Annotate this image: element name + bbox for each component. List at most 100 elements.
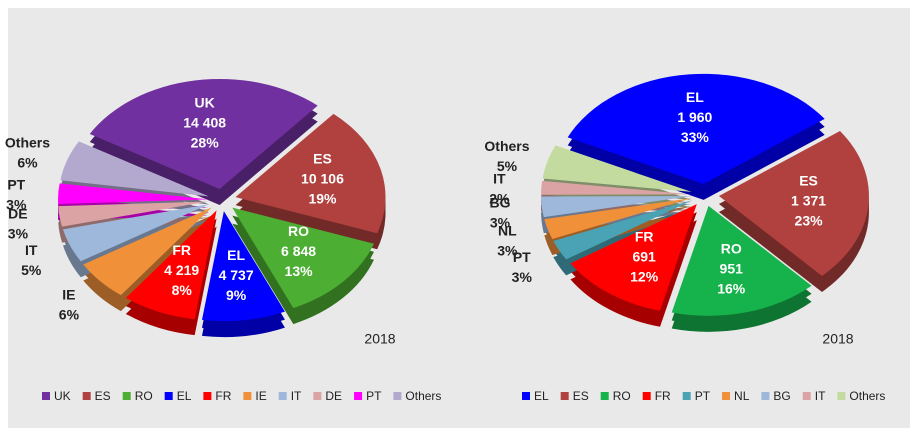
legend-swatch [837,392,846,400]
slice-label: 5% [21,262,42,278]
slice-label: 19% [308,191,337,207]
slice-label: 8% [172,282,193,298]
legend-label: RO [135,389,153,403]
slice [201,211,285,322]
slice [718,131,869,276]
legend-label: Others [849,389,885,403]
slice [544,198,692,240]
slice [541,196,692,218]
slice-label: PT [513,249,531,265]
legend-label: DE [325,389,342,403]
legend-swatch [82,392,91,400]
slice-label: NL [498,223,517,239]
slice-label: 33% [681,129,710,145]
legend-label: FR [655,389,671,403]
slice-label: 3% [6,197,27,213]
slice-label: 6 848 [281,243,316,259]
legend-swatch [122,392,131,400]
slice-label: 3% [8,225,29,241]
slice-label: 1 960 [677,109,712,125]
legend-label: EL [534,389,549,403]
slice-label: 6% [17,155,38,171]
slice-label: 23% [795,213,824,229]
slice-label: IT [25,242,38,258]
slice [232,207,374,309]
slice-label: FR [172,242,191,258]
slice-label: 2% [489,191,510,207]
legend-label: ES [95,389,111,403]
slice-label: IE [62,286,75,302]
slice-label: 951 [720,260,744,276]
slice-label: 13% [285,263,314,279]
slice [125,210,217,320]
slice-label: 14 408 [183,115,226,131]
slice-label: 3% [490,215,511,231]
legend-label: IT [291,389,302,403]
slice-label: Others [484,138,529,154]
slice-label: 9% [226,287,247,303]
slice-label: 4 219 [164,262,199,278]
slice [58,183,209,205]
legend-swatch [761,392,770,400]
legend-swatch [243,392,252,400]
slice-label: RO [721,240,742,256]
slice [235,113,386,234]
legend-label: IE [255,389,266,403]
slice-label: 28% [191,135,220,151]
year-label: 2018 [822,331,853,347]
legend-swatch [560,392,569,400]
slice-label: Others [5,135,50,151]
slice-label: EL [227,247,245,263]
slice-label: ES [799,173,818,189]
legend-label: UK [54,389,71,403]
legend-swatch [278,392,287,400]
slice [89,78,318,189]
slice [553,200,693,260]
slice-label: ES [313,151,332,167]
slice-label: 5% [497,158,518,174]
legend-swatch [522,392,530,400]
year-label: 2018 [364,331,395,347]
slice-label: 3% [497,243,518,259]
legend-swatch [682,392,691,400]
legend-swatch [802,392,811,400]
slice-label: 4 737 [219,267,254,283]
slice [567,73,825,184]
legend-label: FR [215,389,231,403]
slice-label: 1 371 [791,193,826,209]
legend-swatch [642,392,651,400]
slice [671,205,812,316]
slice-label: 3% [512,269,533,285]
legend-swatch [203,392,212,400]
legend-label: RO [613,389,631,403]
slice [83,207,212,296]
legend-label: BG [773,389,790,403]
slice-label: 6% [59,306,80,322]
legend-label: PT [366,389,382,403]
legend-swatch [354,392,363,400]
slice-label: 12% [630,268,659,284]
slice-label: 10 106 [301,171,344,187]
legend-label: IT [815,389,826,403]
slice-label: EL [686,89,704,105]
slice-label: 16% [717,280,746,296]
legend-swatch [42,392,50,400]
legend-swatch [313,392,322,400]
slice [60,141,209,197]
legend-label: ES [573,389,589,403]
slice [541,180,692,195]
legend-swatch [164,392,173,400]
slice-label: IT [493,171,506,187]
legend-label: Others [405,389,441,403]
slice [570,204,697,311]
legend-label: EL [177,389,192,403]
legend-label: PT [695,389,711,403]
slice [58,201,209,227]
slice-label: FR [635,228,654,244]
slice-label: UK [195,95,215,111]
legend-swatch [722,392,731,400]
slice-label: 691 [632,248,656,264]
legend-swatch [393,392,402,400]
slice-label: DE [8,205,27,221]
